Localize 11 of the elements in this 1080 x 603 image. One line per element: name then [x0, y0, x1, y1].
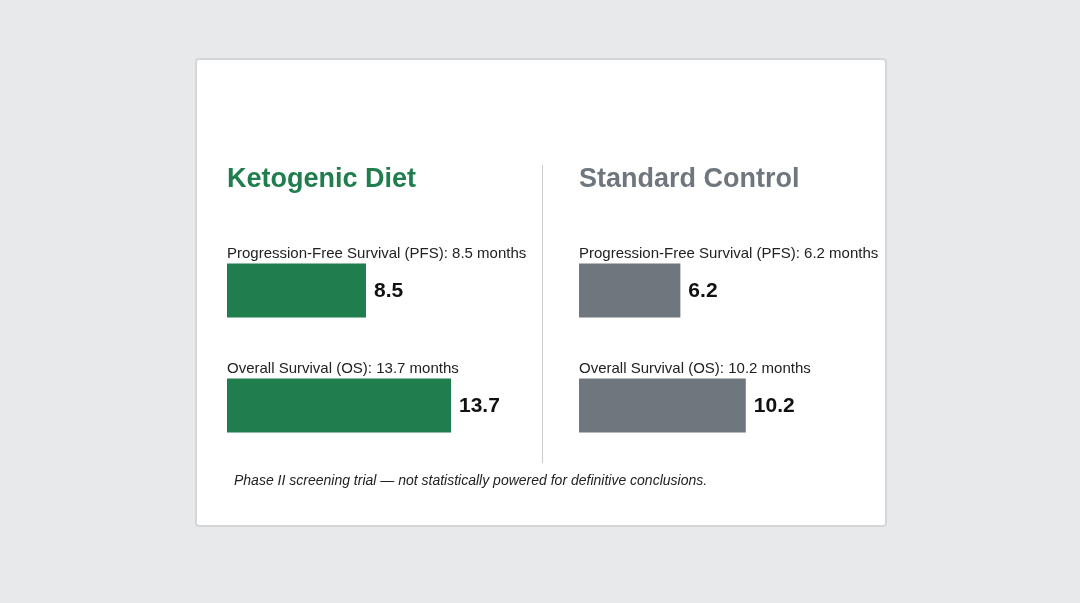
chart-title: Standard Control [579, 163, 800, 193]
y-tick-label: Progression-Free Survival (PFS): 6.2 months [579, 243, 879, 261]
y-tick-label: Overall Survival (OS): 10.2 months [579, 358, 811, 376]
data-label: 6.2 [688, 277, 718, 301]
y-tick-label: Overall Survival (OS): 13.7 months [227, 358, 459, 376]
data-label: 8.5 [373, 277, 404, 301]
data-label: 13.7 [459, 392, 500, 416]
chart-title: Ketogenic Diet [227, 163, 417, 193]
text: Phase II screening trial — not statistically powered for definitive conclusions. [234, 472, 708, 488]
data-label: 10.2 [753, 392, 795, 416]
y-tick-label: Progression-Free Survival (PFS): 8.5 months [227, 243, 527, 261]
